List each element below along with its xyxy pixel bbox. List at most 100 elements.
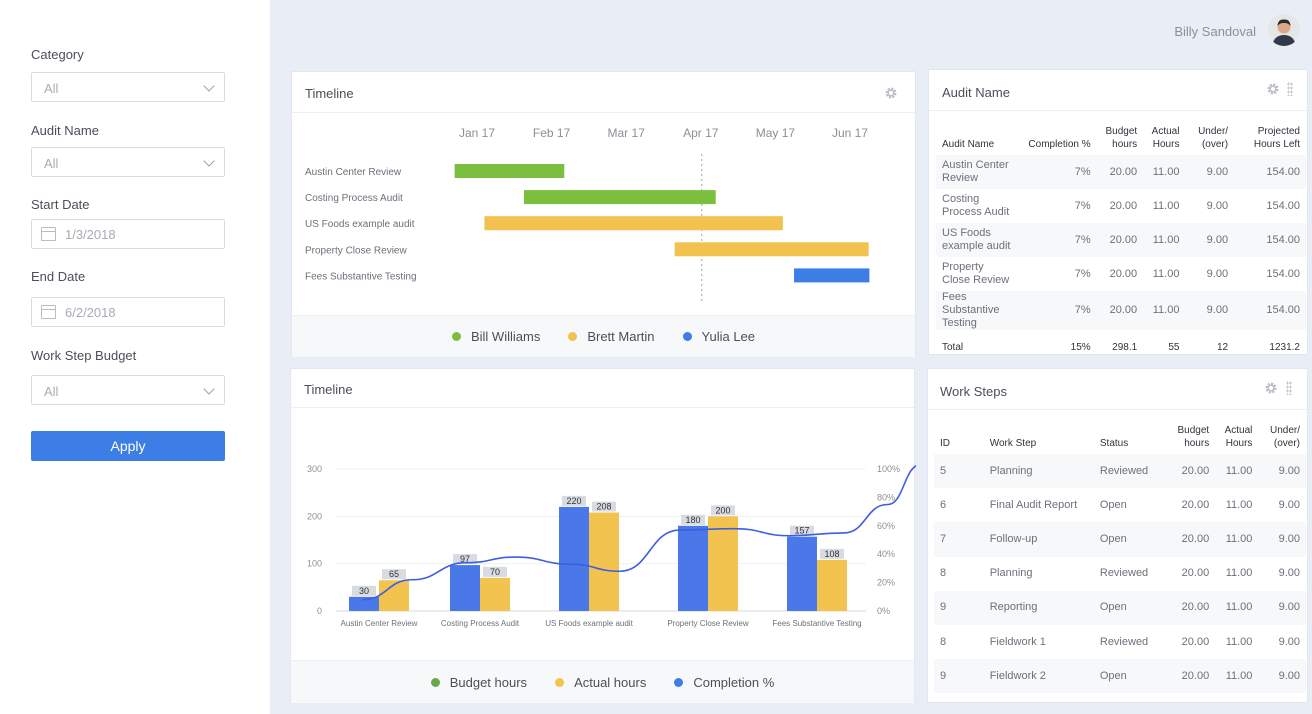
column-header[interactable]: Actual Hours xyxy=(1224,425,1253,449)
data-label-bg xyxy=(790,525,814,536)
bar[interactable] xyxy=(817,559,847,611)
calendar-icon xyxy=(41,305,56,319)
table-row[interactable]: 8 Planning Reviewed 20.00 11.00 9.00 xyxy=(934,557,1306,591)
column-header[interactable]: Actual Hours xyxy=(1151,126,1180,150)
end-date-value: 6/2/2018 xyxy=(65,305,116,320)
category-value: All xyxy=(44,81,59,96)
bar[interactable] xyxy=(589,512,619,611)
table-cell: 20.00 xyxy=(1159,454,1216,489)
legend-item[interactable]: Yulia Lee xyxy=(682,329,755,344)
table-cell: Reviewed xyxy=(1099,635,1149,648)
bar[interactable] xyxy=(349,596,379,611)
column-header[interactable]: ID xyxy=(940,438,950,449)
table-cell: 8 xyxy=(940,635,947,648)
gantt-bar[interactable] xyxy=(674,242,869,257)
bar[interactable] xyxy=(708,516,738,611)
audit-name-select[interactable]: All xyxy=(31,147,225,177)
completion-line[interactable] xyxy=(362,465,916,601)
work-steps-card: Work Steps ID Work Step Status Budget hours… xyxy=(927,368,1308,703)
legend-item[interactable]: Actual hours xyxy=(555,675,646,690)
gantt-bar[interactable] xyxy=(454,164,565,178)
gantt-bar[interactable] xyxy=(484,216,783,231)
gantt-row-label: Austin Center Review xyxy=(305,167,402,178)
legend-label: Bill Williams xyxy=(470,329,541,344)
total-cell: Total xyxy=(942,341,964,353)
y-tick-label: 0 xyxy=(317,606,322,616)
gantt-bar[interactable] xyxy=(523,190,716,205)
legend-item[interactable]: Completion % xyxy=(674,675,774,690)
column-header[interactable]: Work Step xyxy=(989,438,1037,449)
x-tick-label: Fees Substantive Testing xyxy=(772,619,861,628)
column-header[interactable]: Completion % xyxy=(1028,139,1091,150)
y2-tick-label: 0% xyxy=(877,606,890,616)
audit-name-card: Audit Name Audit Name Completion % Budget … xyxy=(928,69,1308,355)
bar[interactable] xyxy=(480,577,510,611)
data-label: 30 xyxy=(359,586,369,596)
total-row: Total 15% 298.1 55 12 1231.2 xyxy=(936,330,1306,364)
table-cell: 9 xyxy=(934,590,984,625)
table-cell: 8 xyxy=(940,567,947,580)
data-label: 65 xyxy=(389,569,399,579)
total-cell: 15% xyxy=(1070,341,1091,353)
table-cell: 6 xyxy=(940,498,947,511)
table-row[interactable]: 9 Reporting Open 20.00 11.00 9.00 xyxy=(934,590,1306,625)
legend-item[interactable]: Bill Williams xyxy=(451,329,541,344)
column-header[interactable]: Audit Name xyxy=(942,139,995,150)
legend-dot xyxy=(568,332,578,341)
gear-icon[interactable] xyxy=(884,86,898,100)
table-row[interactable]: 5 Planning Reviewed 20.00 11.00 9.00 xyxy=(934,454,1306,489)
table-row[interactable]: 7 Follow-up Open 20.00 11.00 9.00 xyxy=(934,522,1306,557)
timeline-gantt-card: Timeline Jan 17 Feb 17 Mar 17 Apr 17 May 17 J… xyxy=(291,71,916,357)
legend-item[interactable]: Brett Martin xyxy=(568,329,655,344)
table-cell: 9.00 xyxy=(1258,454,1306,489)
work-steps-title: Work Steps xyxy=(940,384,1007,399)
table-row[interactable]: Property Close Review 7% 20.00 11.00 9.00 154… xyxy=(936,257,1306,291)
gear-icon[interactable] xyxy=(1266,82,1280,96)
gantt-row-label: Fees Substantive Testing xyxy=(305,271,417,282)
apply-button[interactable]: Apply xyxy=(31,431,225,461)
category-select[interactable]: All xyxy=(31,72,225,102)
column-header[interactable]: Projected Hours Left xyxy=(1253,126,1300,150)
table-cell: 20.00 xyxy=(1096,291,1144,330)
gear-icon[interactable] xyxy=(1264,381,1278,395)
drag-handle-icon[interactable] xyxy=(1287,82,1293,96)
column-header[interactable]: Budget hours xyxy=(1105,126,1138,150)
table-row[interactable]: 9 Fieldwork 2 Open 20.00 11.00 9.00 xyxy=(934,659,1306,694)
end-date-input[interactable]: 6/2/2018 xyxy=(31,297,225,327)
table-row[interactable]: 8 Fieldwork 1 Reviewed 20.00 11.00 9.00 xyxy=(934,625,1306,659)
bar[interactable] xyxy=(450,565,480,611)
table-cell: 7% xyxy=(1018,223,1097,257)
bar[interactable] xyxy=(678,525,708,611)
column-header[interactable]: Budget hours xyxy=(1177,425,1210,449)
column-header[interactable]: Under/ (over) xyxy=(1269,425,1300,449)
table-cell: 9.00 xyxy=(1278,498,1300,511)
table-row[interactable]: Costing Process Audit 7% 20.00 11.00 9.00 154… xyxy=(936,189,1306,223)
category-label: Category xyxy=(31,47,84,62)
table-row[interactable]: US Foods example audit 7% 20.00 11.00 9.00 15… xyxy=(936,223,1306,257)
work-step-budget-select[interactable]: All xyxy=(31,375,225,405)
y2-tick-label: 80% xyxy=(877,492,895,502)
table-cell: Fieldwork 1 xyxy=(989,635,1046,648)
bar[interactable] xyxy=(559,506,589,611)
drag-handle-icon[interactable] xyxy=(1286,381,1292,395)
table-cell: Planning xyxy=(989,567,1033,580)
start-date-input[interactable]: 1/3/2018 xyxy=(31,219,225,249)
table-row[interactable]: 6 Final Audit Report Open 20.00 11.00 9.00 xyxy=(934,488,1306,522)
gantt-bar[interactable] xyxy=(794,268,870,283)
avatar[interactable] xyxy=(1268,14,1300,46)
x-tick-label: Property Close Review xyxy=(667,619,749,628)
table-cell: 7% xyxy=(1074,199,1091,212)
legend-item[interactable]: Budget hours xyxy=(430,675,527,690)
table-row[interactable]: Fees Substantive Testing 7% 20.00 11.00 9.00… xyxy=(936,291,1306,330)
table-cell: 9.00 xyxy=(1185,155,1235,189)
chevron-down-icon xyxy=(203,155,215,167)
column-header[interactable]: Status xyxy=(1099,438,1129,449)
table-cell: 154.00 xyxy=(1266,199,1300,212)
table-cell: 20.00 xyxy=(1159,590,1216,625)
table-cell: Open xyxy=(1093,659,1160,694)
column-header[interactable]: Under/ (over) xyxy=(1198,126,1229,150)
user-name[interactable]: Billy Sandoval xyxy=(1174,24,1256,39)
table-cell: Final Audit Report xyxy=(989,498,1078,511)
bar[interactable] xyxy=(787,536,817,611)
table-row[interactable]: Austin Center Review 7% 20.00 11.00 9.00 154.… xyxy=(936,155,1306,189)
